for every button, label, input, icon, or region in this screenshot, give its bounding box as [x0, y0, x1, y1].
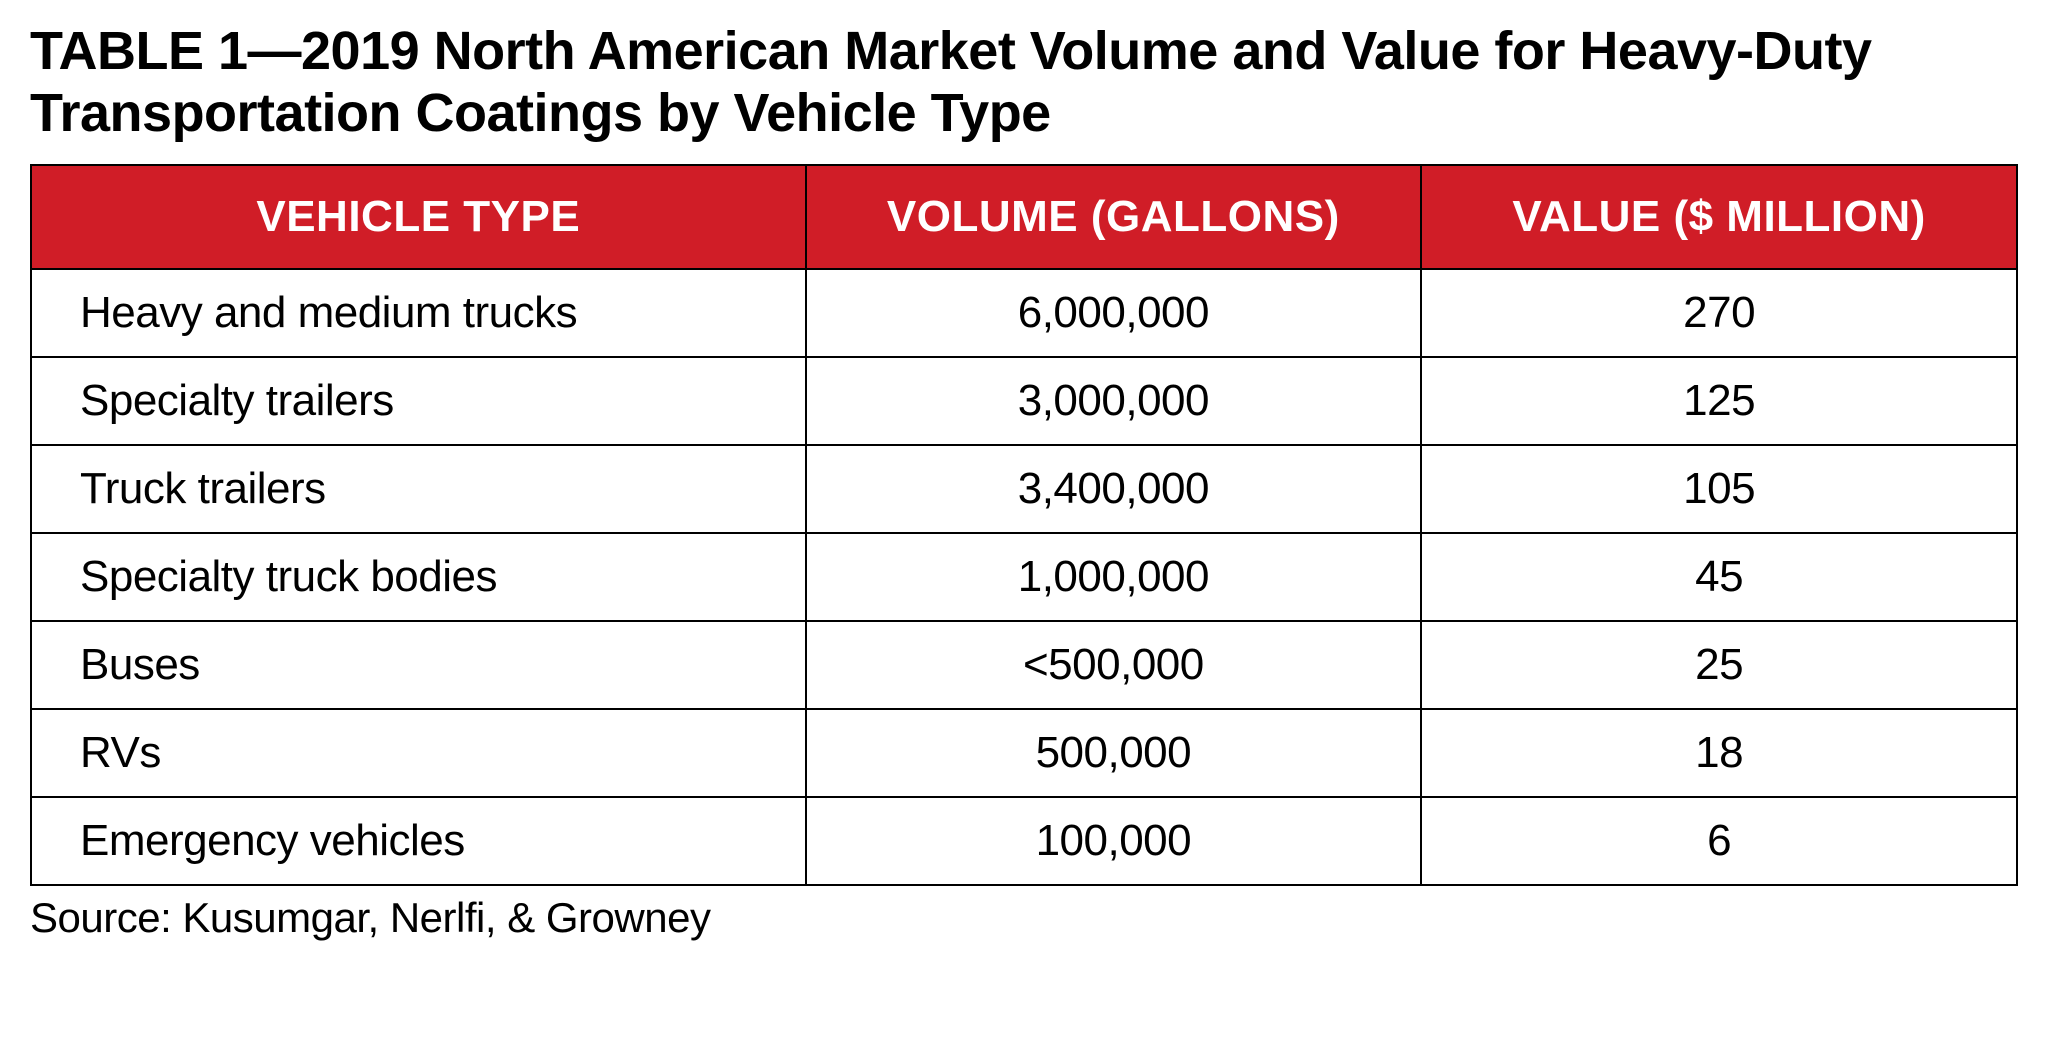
cell-label: Buses	[31, 621, 806, 709]
table-row: RVs 500,000 18	[31, 709, 2017, 797]
cell-volume: 6,000,000	[806, 269, 1422, 357]
cell-volume: 1,000,000	[806, 533, 1422, 621]
cell-volume: 500,000	[806, 709, 1422, 797]
cell-value: 105	[1421, 445, 2017, 533]
cell-label: Truck trailers	[31, 445, 806, 533]
cell-value: 6	[1421, 797, 2017, 885]
col-header-volume: VOLUME (GALLONS)	[806, 165, 1422, 269]
cell-label: Specialty truck bodies	[31, 533, 806, 621]
cell-value: 125	[1421, 357, 2017, 445]
col-header-value: VALUE ($ MILLION)	[1421, 165, 2017, 269]
cell-value: 45	[1421, 533, 2017, 621]
source-note: Source: Kusumgar, Nerlfi, & Growney	[30, 894, 2018, 942]
data-table: VEHICLE TYPE VOLUME (GALLONS) VALUE ($ M…	[30, 164, 2018, 886]
cell-volume: <500,000	[806, 621, 1422, 709]
cell-label: Emergency vehicles	[31, 797, 806, 885]
cell-value: 25	[1421, 621, 2017, 709]
table-header-row: VEHICLE TYPE VOLUME (GALLONS) VALUE ($ M…	[31, 165, 2017, 269]
cell-value: 18	[1421, 709, 2017, 797]
cell-volume: 3,400,000	[806, 445, 1422, 533]
table-row: Heavy and medium trucks 6,000,000 270	[31, 269, 2017, 357]
cell-label: RVs	[31, 709, 806, 797]
cell-volume: 3,000,000	[806, 357, 1422, 445]
table-figure: TABLE 1—2019 North American Market Volum…	[0, 0, 2048, 962]
table-row: Buses <500,000 25	[31, 621, 2017, 709]
cell-volume: 100,000	[806, 797, 1422, 885]
table-row: Specialty truck bodies 1,000,000 45	[31, 533, 2017, 621]
table-row: Emergency vehicles 100,000 6	[31, 797, 2017, 885]
cell-label: Specialty trailers	[31, 357, 806, 445]
table-row: Truck trailers 3,400,000 105	[31, 445, 2017, 533]
table-title: TABLE 1—2019 North American Market Volum…	[30, 20, 2018, 144]
cell-value: 270	[1421, 269, 2017, 357]
cell-label: Heavy and medium trucks	[31, 269, 806, 357]
table-row: Specialty trailers 3,000,000 125	[31, 357, 2017, 445]
col-header-vehicle-type: VEHICLE TYPE	[31, 165, 806, 269]
